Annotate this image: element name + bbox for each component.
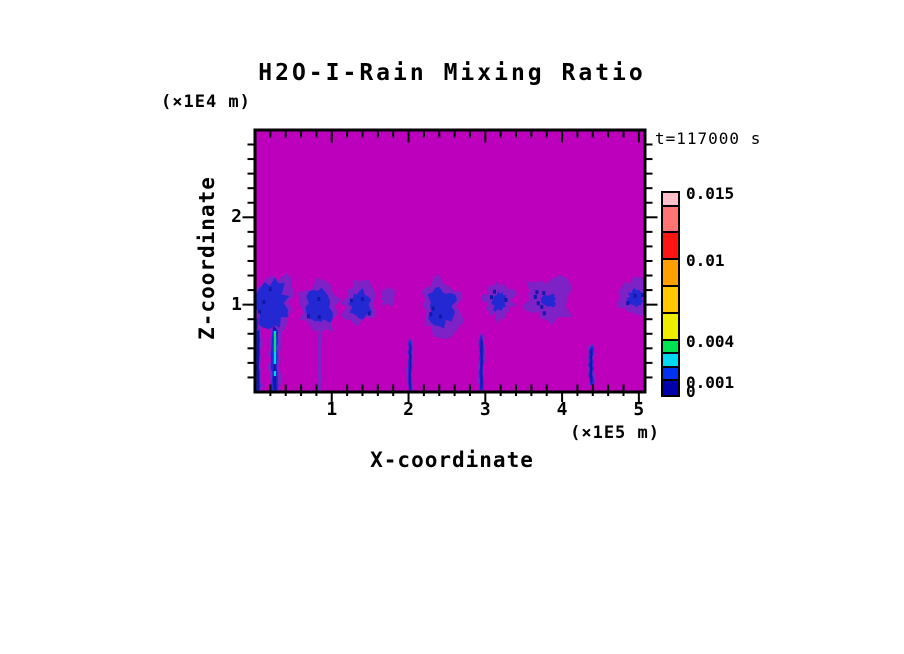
rain-cell-speck (626, 301, 630, 306)
rain-cell-speck (493, 289, 496, 294)
rain-cell-speck (367, 311, 371, 316)
rain-cell-speck (490, 295, 493, 300)
plot-area (242, 128, 658, 402)
colorbar (661, 191, 680, 397)
rain-cell-speck (317, 297, 321, 301)
rain-features (256, 273, 644, 391)
z-tick-label: 2 (231, 206, 242, 228)
rain-shaft-dark (589, 348, 593, 384)
colorbar-segment (663, 233, 678, 261)
colorbar-label: 0.015 (686, 184, 735, 203)
rain-shaft-dark (256, 319, 260, 391)
colorbar-label: 0.001 (686, 372, 735, 392)
colorbar-segment (663, 340, 678, 355)
rain-cell-speck (258, 309, 262, 314)
rain-cell-core (305, 287, 333, 323)
colorbar-segment (663, 367, 678, 382)
rain-cell-speck (431, 306, 435, 311)
rain-cell-speck (633, 293, 637, 298)
colorbar-label: 0.004 (686, 332, 735, 352)
colorbar-label: 0 (686, 382, 696, 401)
rain-cell-speck (317, 315, 321, 320)
rain-cell-speck (504, 297, 508, 302)
rain-cell-speck (540, 304, 544, 309)
rain-cell-speck (360, 297, 364, 302)
rain-cell-core (491, 291, 507, 312)
x-tick-label: 5 (633, 399, 645, 420)
rain-cell-speck (533, 295, 537, 299)
chart-title: H2O-I-Rain Mixing Ratio (258, 60, 646, 86)
x-axis-label: X-coordinate (370, 448, 534, 472)
z-tick-label: 1 (231, 293, 242, 315)
z-axis-unit-label: (×1E4 m) (161, 92, 251, 112)
rain-cell-core (347, 288, 373, 320)
plot-border (253, 128, 647, 394)
rain-cell-speck (268, 287, 272, 292)
rain-cell-core (256, 277, 290, 330)
rain-cell (380, 285, 396, 307)
colorbar-segment (663, 206, 678, 234)
colorbar-segment (663, 260, 678, 288)
rain-cell-core (540, 293, 557, 308)
timestamp-label: t=117000 s (655, 129, 762, 148)
colorbar-segment (663, 193, 678, 207)
z-axis-label: Z-coordinate (195, 176, 219, 340)
rain-cell-speck (429, 312, 433, 317)
rain-cell-speck (536, 301, 540, 306)
rain-shaft (316, 329, 323, 391)
x-tick-label: 4 (556, 399, 568, 420)
x-tick-label: 3 (479, 399, 491, 420)
x-tick-label: 1 (326, 399, 338, 420)
colorbar-label: 0.01 (686, 251, 725, 271)
rain-cell-speck (542, 311, 546, 316)
plot-background (255, 130, 645, 392)
rain-cell-core (427, 286, 458, 329)
shaft-cyan-dot (273, 371, 277, 377)
x-axis-unit-label: (×1E5 m) (570, 423, 660, 443)
colorbar-segment (663, 354, 678, 368)
rain-cell-speck (349, 298, 353, 303)
rain-cell-speck (262, 300, 266, 305)
rain-shaft-dark (480, 338, 483, 389)
rain-cell-speck (307, 314, 311, 319)
colorbar-segment (663, 381, 678, 395)
rain-shaft-dark (408, 343, 412, 391)
rain-cell-speck (542, 291, 546, 296)
rain-cell-speck (535, 290, 539, 295)
colorbar-segment (663, 314, 678, 341)
x-tick-label: 2 (403, 399, 414, 420)
rain-cell-speck (641, 292, 644, 297)
rain-cell-speck (439, 314, 442, 319)
colorbar-segment (663, 287, 678, 315)
shaft-green-core (274, 333, 276, 352)
